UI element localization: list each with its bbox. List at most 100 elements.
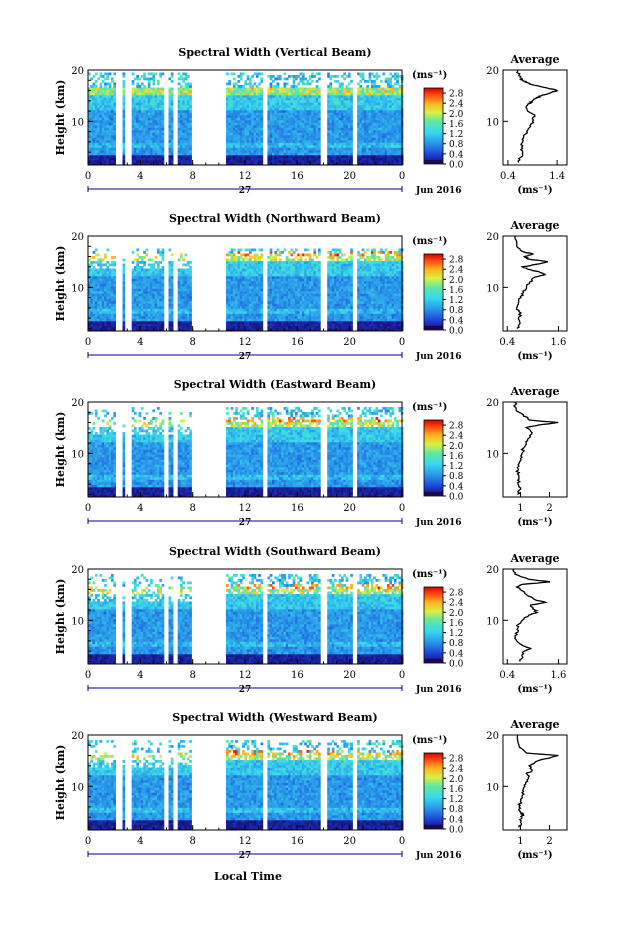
heatmap-cell xyxy=(138,273,142,277)
heatmap-cell xyxy=(393,72,397,76)
heatmap-cell xyxy=(267,120,271,123)
heatmap-cell xyxy=(304,107,307,111)
heatmap-cell xyxy=(168,132,172,136)
heatmap-cell xyxy=(228,100,231,103)
heatmap-cell xyxy=(253,115,257,118)
heatmap-cell xyxy=(237,87,241,91)
heatmap-cell xyxy=(92,278,96,282)
heatmap-cell xyxy=(295,127,298,131)
heatmap-cell xyxy=(329,102,333,106)
heatmap-cell xyxy=(334,115,337,118)
heatmap-cell xyxy=(99,85,103,88)
heatmap-cell xyxy=(283,127,287,131)
heatmap-cell xyxy=(230,316,234,319)
heatmap-cell xyxy=(249,263,252,267)
heatmap-cell xyxy=(143,135,146,138)
heatmap-cell xyxy=(122,95,126,98)
heatmap-cell xyxy=(134,296,137,299)
heatmap-cell xyxy=(359,87,363,91)
heatmap-cell xyxy=(370,135,374,138)
heatmap-cell xyxy=(182,107,185,111)
heatmap-cell xyxy=(161,253,165,257)
heatmap-cell xyxy=(366,147,369,151)
heatmap-cell xyxy=(350,112,353,116)
heatmap-cell xyxy=(380,110,383,113)
heatmap-cell xyxy=(122,308,126,312)
heatmap-cell xyxy=(249,145,252,148)
heatmap-cell xyxy=(140,102,144,106)
heatmap-cell xyxy=(230,326,234,329)
heatmap-cell xyxy=(377,85,381,88)
heatmap-cell xyxy=(373,122,376,126)
heatmap-cell xyxy=(101,321,105,324)
heatmap-cell xyxy=(97,157,100,161)
heatmap-cell xyxy=(228,283,231,287)
heatmap-cell xyxy=(255,85,259,88)
heatmap-cell xyxy=(232,115,236,118)
heatmap-cell xyxy=(299,147,303,151)
heatmap-cell xyxy=(186,286,190,289)
heatmap-cell xyxy=(235,147,238,151)
heatmap-cell xyxy=(108,85,112,88)
heatmap-cell xyxy=(111,115,114,118)
heatmap-cell xyxy=(276,157,280,161)
heatmap-cell xyxy=(131,102,135,106)
heatmap-cell xyxy=(393,97,397,101)
heatmap-cell xyxy=(180,147,183,151)
heatmap-cell xyxy=(311,152,314,156)
heatmap-cell xyxy=(235,155,238,158)
heatmap-cell xyxy=(113,87,116,91)
heatmap-cell xyxy=(180,278,183,282)
heatmap-cell xyxy=(138,291,142,294)
heatmap-cell xyxy=(285,105,289,108)
heatmap-cell xyxy=(249,296,252,299)
heatmap-cell xyxy=(272,112,275,116)
heatmap-cell xyxy=(106,122,110,126)
heatmap-cell xyxy=(143,293,146,297)
heatmap-cell xyxy=(106,160,110,163)
heatmap-cell xyxy=(272,132,275,136)
heatmap-cell xyxy=(143,77,146,81)
heatmap-cell xyxy=(99,155,103,158)
heatmap-cell xyxy=(368,155,372,158)
heatmap-cell xyxy=(343,140,346,143)
heatmap-cell xyxy=(177,105,181,108)
heatmap-cell xyxy=(108,135,112,138)
heatmap-cell xyxy=(138,137,142,141)
heatmap-cell xyxy=(329,110,333,113)
heatmap-cell xyxy=(364,87,367,91)
heatmap-cell xyxy=(237,278,241,282)
heatmap-cell xyxy=(318,152,321,156)
heatmap-cell xyxy=(145,323,149,327)
heatmap-cell xyxy=(237,256,241,259)
heatmap-cell xyxy=(184,82,188,86)
heatmap-cell xyxy=(274,117,277,121)
heatmap-cell xyxy=(373,155,376,158)
heatmap-cell xyxy=(159,283,162,287)
heatmap-cell xyxy=(152,152,156,156)
heatmap-cell xyxy=(315,125,319,128)
heatmap-cell xyxy=(161,155,165,158)
heatmap-cell xyxy=(150,316,153,319)
heatmap-cell xyxy=(186,306,190,309)
heatmap-cell xyxy=(341,122,344,126)
heatmap-cell xyxy=(299,157,303,161)
heatmap-cell xyxy=(104,102,107,106)
heatmap-cell xyxy=(274,115,277,118)
heatmap-cell xyxy=(239,328,243,332)
heatmap-cell xyxy=(140,321,144,324)
heatmap-cell xyxy=(104,326,107,329)
heatmap-cell xyxy=(331,92,335,96)
heatmap-cell xyxy=(343,142,346,146)
heatmap-cell xyxy=(235,313,238,317)
heatmap-cell xyxy=(249,140,252,143)
heatmap-cell xyxy=(147,142,151,146)
heatmap-cell xyxy=(304,147,307,151)
heatmap-cell xyxy=(260,137,264,141)
heatmap-cell xyxy=(366,145,369,148)
heatmap-cell xyxy=(239,286,243,289)
heatmap-cell xyxy=(157,281,160,284)
heatmap-cell xyxy=(94,273,98,277)
heatmap-cell xyxy=(145,152,149,156)
heatmap-cell xyxy=(147,87,151,91)
